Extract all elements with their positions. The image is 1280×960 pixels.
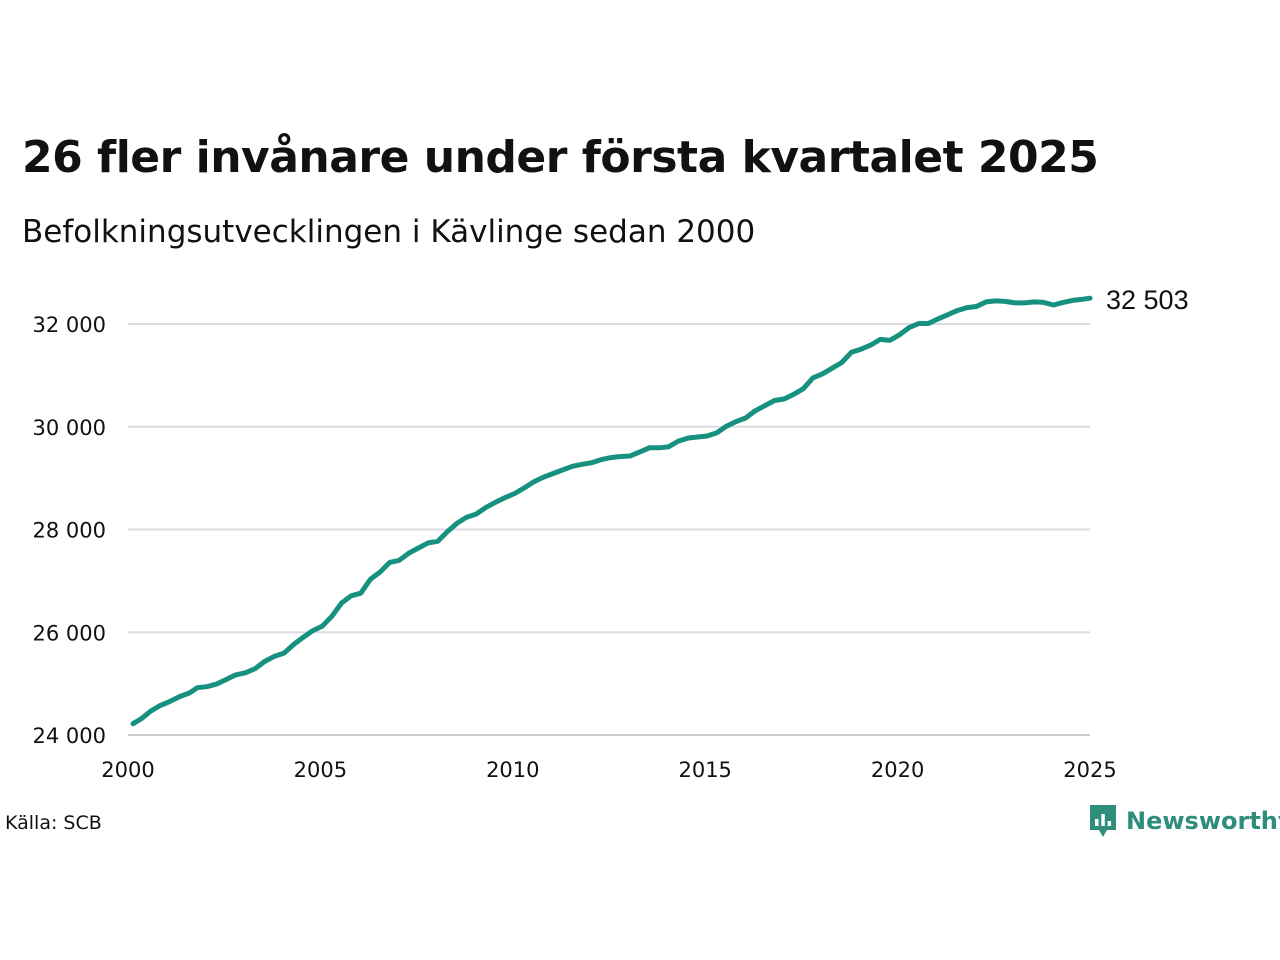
last-value-label: 32 503	[1106, 285, 1189, 315]
x-tick-label: 2015	[678, 758, 731, 782]
y-tick-label: 26 000	[33, 621, 106, 645]
x-tick-label: 2000	[101, 758, 154, 782]
x-tick-label: 2005	[294, 758, 347, 782]
y-tick-label: 30 000	[33, 416, 106, 440]
y-tick-label: 32 000	[33, 313, 106, 337]
x-tick-label: 2020	[871, 758, 924, 782]
brand: Newsworthy	[1088, 803, 1280, 839]
x-axis-ticks: 2000 2005 2010 2015 2020 2025	[101, 758, 1116, 782]
x-tick-label: 2025	[1063, 758, 1116, 782]
newsworthy-logo-icon	[1090, 805, 1116, 837]
source-note: Källa: SCB	[5, 812, 102, 834]
chart-title: 26 fler invånare under första kvartalet …	[22, 132, 1099, 183]
y-tick-label: 28 000	[33, 519, 106, 543]
y-axis-ticks: 24 000 26 000 28 000 30 000 32 000	[33, 313, 106, 748]
y-tick-label: 24 000	[33, 724, 106, 748]
x-tick-label: 2010	[486, 758, 539, 782]
gridlines	[128, 323, 1090, 736]
chart-subtitle: Befolkningsutvecklingen i Kävlinge sedan…	[22, 214, 756, 250]
brand-name: Newsworthy	[1126, 807, 1280, 835]
series-line	[130, 295, 1093, 727]
